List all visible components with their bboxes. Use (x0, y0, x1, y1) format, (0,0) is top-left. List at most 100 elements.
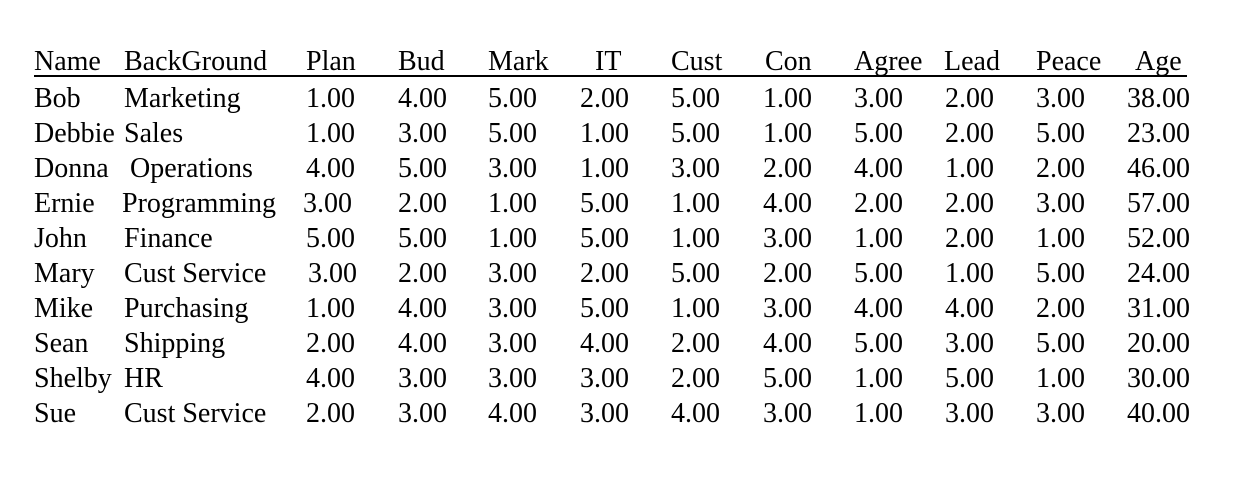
cell-it: 5.00 (580, 223, 629, 254)
cell-agree: 4.00 (854, 293, 903, 324)
header-underline (34, 75, 1187, 77)
cell-name: Shelby (34, 363, 112, 394)
cell-bud: 4.00 (398, 83, 447, 114)
cell-plan: 5.00 (306, 223, 355, 254)
cell-name: John (34, 223, 87, 254)
cell-cust: 3.00 (671, 153, 720, 184)
cell-peace: 1.00 (1036, 363, 1085, 394)
cell-peace: 2.00 (1036, 293, 1085, 324)
cell-con: 4.00 (763, 188, 812, 219)
cell-bud: 2.00 (398, 258, 447, 289)
cell-peace: 5.00 (1036, 258, 1085, 289)
cell-peace: 3.00 (1036, 398, 1085, 429)
cell-lead: 2.00 (945, 188, 994, 219)
cell-mark: 5.00 (488, 83, 537, 114)
cell-mark: 1.00 (488, 188, 537, 219)
cell-lead: 2.00 (945, 118, 994, 149)
cell-name: Debbie (34, 118, 115, 149)
cell-it: 5.00 (580, 188, 629, 219)
cell-age: 46.00 (1127, 153, 1190, 184)
header-name: Name (34, 46, 101, 77)
cell-bud: 4.00 (398, 293, 447, 324)
cell-agree: 5.00 (854, 118, 903, 149)
cell-background: Programming (122, 188, 276, 219)
cell-lead: 5.00 (945, 363, 994, 394)
cell-con: 3.00 (763, 293, 812, 324)
cell-name: Donna (34, 153, 109, 184)
cell-age: 52.00 (1127, 223, 1190, 254)
cell-age: 24.00 (1127, 258, 1190, 289)
cell-plan: 1.00 (306, 118, 355, 149)
cell-agree: 1.00 (854, 398, 903, 429)
cell-background: Sales (124, 118, 184, 149)
cell-it: 3.00 (580, 363, 629, 394)
cell-lead: 4.00 (945, 293, 994, 324)
cell-con: 1.00 (763, 83, 812, 114)
header-lead: Lead (944, 46, 1000, 77)
cell-mark: 4.00 (488, 398, 537, 429)
header-agree: Agree (854, 46, 923, 77)
cell-lead: 2.00 (945, 223, 994, 254)
cell-con: 4.00 (763, 328, 812, 359)
cell-mark: 3.00 (488, 293, 537, 324)
header-mark: Mark (488, 46, 549, 77)
cell-bud: 3.00 (398, 363, 447, 394)
cell-con: 5.00 (763, 363, 812, 394)
cell-peace: 3.00 (1036, 83, 1085, 114)
cell-it: 1.00 (580, 118, 629, 149)
header-cust: Cust (671, 46, 723, 77)
cell-it: 4.00 (580, 328, 629, 359)
cell-bud: 5.00 (398, 153, 447, 184)
cell-agree: 1.00 (854, 223, 903, 254)
cell-background: Purchasing (124, 293, 249, 324)
cell-name: Mike (34, 293, 94, 324)
cell-cust: 5.00 (671, 83, 720, 114)
cell-con: 3.00 (763, 398, 812, 429)
cell-bud: 3.00 (398, 118, 447, 149)
cell-it: 1.00 (580, 153, 629, 184)
cell-peace: 2.00 (1036, 153, 1085, 184)
cell-peace: 5.00 (1036, 118, 1085, 149)
cell-name: Mary (34, 258, 95, 289)
cell-background: HR (124, 363, 163, 394)
cell-background: Shipping (124, 328, 226, 359)
cell-it: 3.00 (580, 398, 629, 429)
cell-background: Cust Service (124, 258, 267, 289)
cell-background: Marketing (124, 83, 241, 114)
cell-bud: 2.00 (398, 188, 447, 219)
cell-agree: 5.00 (854, 258, 903, 289)
cell-name: Ernie (34, 188, 95, 219)
cell-age: 31.00 (1127, 293, 1190, 324)
cell-plan: 3.00 (303, 188, 352, 219)
cell-bud: 5.00 (398, 223, 447, 254)
cell-plan: 1.00 (306, 293, 355, 324)
cell-plan: 1.00 (306, 83, 355, 114)
cell-age: 20.00 (1127, 328, 1190, 359)
cell-name: Sean (34, 328, 89, 359)
cell-mark: 5.00 (488, 118, 537, 149)
cell-cust: 5.00 (671, 118, 720, 149)
cell-age: 23.00 (1127, 118, 1190, 149)
cell-age: 57.00 (1127, 188, 1190, 219)
cell-agree: 3.00 (854, 83, 903, 114)
cell-cust: 4.00 (671, 398, 720, 429)
cell-mark: 3.00 (488, 153, 537, 184)
header-peace: Peace (1036, 46, 1102, 77)
cell-background: Operations (130, 153, 253, 184)
header-it: IT (595, 46, 622, 77)
cell-cust: 5.00 (671, 258, 720, 289)
cell-cust: 2.00 (671, 328, 720, 359)
header-con: Con (765, 46, 812, 77)
cell-peace: 3.00 (1036, 188, 1085, 219)
cell-cust: 1.00 (671, 188, 720, 219)
cell-peace: 1.00 (1036, 223, 1085, 254)
cell-background: Cust Service (124, 398, 267, 429)
cell-lead: 3.00 (945, 328, 994, 359)
cell-con: 1.00 (763, 118, 812, 149)
header-age: Age (1135, 46, 1182, 77)
cell-plan: 2.00 (306, 398, 355, 429)
cell-age: 30.00 (1127, 363, 1190, 394)
cell-cust: 1.00 (671, 223, 720, 254)
cell-cust: 1.00 (671, 293, 720, 324)
